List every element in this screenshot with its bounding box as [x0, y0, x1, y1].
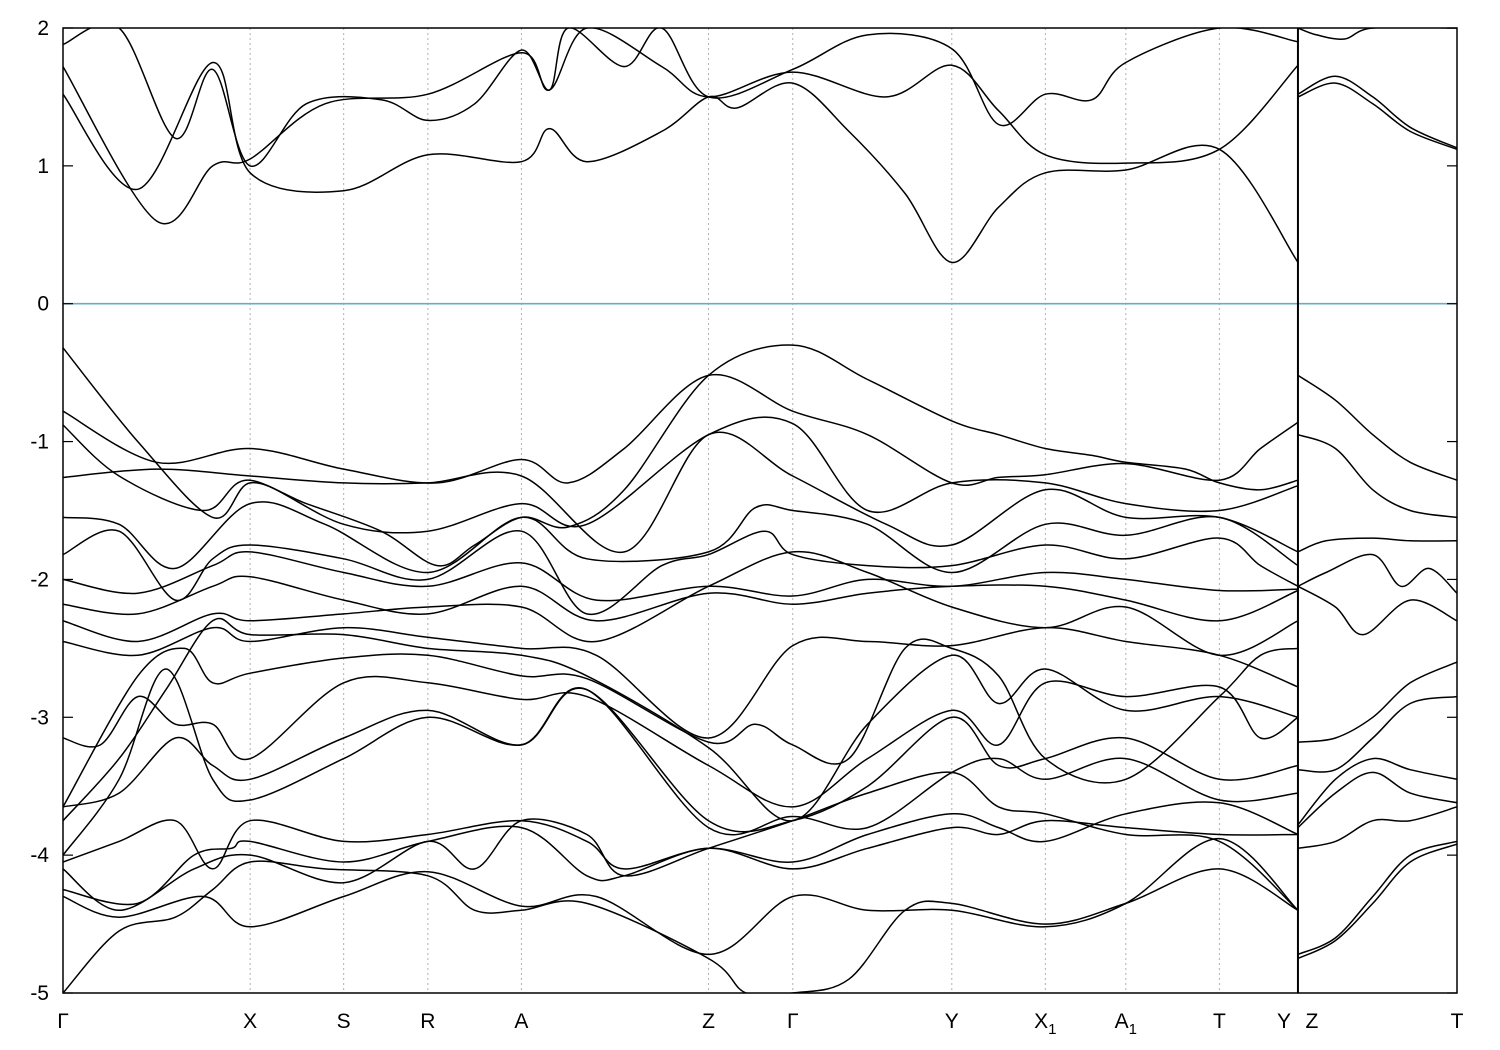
x-tick-label-1: X	[243, 1010, 257, 1033]
band-29	[1297, 695, 1457, 773]
band-25	[1297, 537, 1457, 553]
band-2	[63, 416, 1299, 534]
x-tick-label-3: R	[420, 1010, 435, 1033]
band-33	[1297, 840, 1457, 956]
band-5	[63, 529, 1299, 616]
band-22	[63, 28, 1299, 167]
band-7	[63, 575, 1299, 622]
band-24	[1297, 433, 1457, 519]
band-0	[63, 344, 1299, 567]
band-10	[63, 638, 1299, 808]
band-23	[1297, 374, 1457, 481]
x-tick-label-13: T	[1451, 1010, 1464, 1033]
x-tick-label-2: S	[337, 1010, 351, 1033]
y-tick-label: -1	[30, 431, 49, 454]
band-6	[63, 551, 1299, 602]
x-tick-label-10: T	[1213, 1010, 1226, 1033]
y-tick-label: 0	[37, 293, 49, 316]
y-tick-label: 2	[37, 17, 49, 40]
y-tick-label: -2	[30, 568, 49, 591]
x-axis-ticks: Γ X S R A Z Γ Y X1 A1 T Y Z T	[57, 1010, 1463, 1038]
band-18	[63, 837, 1299, 956]
band-14	[63, 668, 1299, 856]
band-32	[1297, 806, 1457, 850]
band-11	[63, 617, 1299, 822]
y-tick-label: -4	[30, 844, 49, 867]
band-1	[63, 373, 1299, 487]
band-12	[63, 675, 1299, 808]
x-tick-label-5: Z	[702, 1010, 715, 1033]
band-15	[63, 801, 1299, 870]
band-37	[1297, 28, 1457, 40]
band-28	[1297, 661, 1457, 743]
x-tick-label-7: Y	[945, 1010, 959, 1033]
band-35	[1297, 82, 1457, 151]
x-tick-label-4: A	[514, 1010, 528, 1033]
y-tick-label: -5	[30, 982, 49, 1005]
axes-box	[62, 27, 1458, 994]
y-axis-ticks: -5 -4 -3 -2 -1 0 1 2	[30, 17, 1457, 1005]
band-9	[63, 626, 1299, 739]
x-tick-label-12: Z	[1306, 1010, 1319, 1033]
x-tick-label-9: A1	[1115, 1010, 1137, 1038]
plot-frame	[62, 27, 1458, 994]
band-34	[1297, 843, 1457, 960]
band-4	[63, 501, 1299, 574]
y-tick-label: -3	[30, 706, 49, 729]
x-tick-label-8: X1	[1034, 1010, 1056, 1038]
x-tick-label-11: Y	[1277, 1010, 1291, 1033]
band-group	[63, 28, 1457, 993]
band-31	[1297, 771, 1457, 829]
x-tick-label-0: Γ	[57, 1010, 69, 1033]
band-20	[63, 61, 1299, 264]
band-17	[63, 771, 1299, 912]
vertical-grid-lines	[249, 28, 1220, 993]
y-tick-label: 1	[37, 155, 49, 178]
band-lines	[63, 28, 1457, 993]
x-tick-label-6: Γ	[787, 1010, 799, 1033]
band-26	[1297, 553, 1457, 594]
band-8	[63, 550, 1299, 657]
band-13	[63, 687, 1299, 833]
band-36	[1297, 75, 1457, 149]
band-21	[63, 28, 1299, 225]
band-3	[63, 431, 1299, 553]
band-30	[1297, 757, 1457, 826]
band-19	[63, 860, 1299, 993]
band-27	[1297, 585, 1457, 636]
